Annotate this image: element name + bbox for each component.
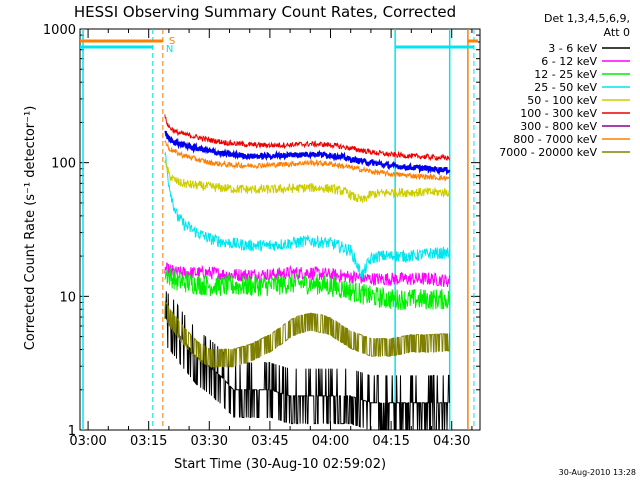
- series-line-7: [164, 130, 451, 176]
- series-line-9: [164, 300, 450, 368]
- legend-label-5: 50 - 100 keV: [527, 94, 597, 107]
- legend-label-1: 3 - 6 keV: [548, 42, 597, 55]
- legend-label-4: 25 - 50 keV: [534, 81, 597, 94]
- x-tick-label: 03:15: [130, 434, 167, 449]
- y-tick-label: 100: [51, 157, 76, 172]
- legend-label-8: 800 - 7000 keV: [513, 133, 597, 146]
- series-line-1: [164, 291, 450, 431]
- series-line-2: [164, 261, 450, 287]
- x-tick-label: 03:45: [251, 434, 288, 449]
- legend-label-3: 12 - 25 keV: [534, 68, 597, 81]
- x-tick-label: 04:00: [312, 434, 349, 449]
- x-tick-label: 03:30: [191, 434, 228, 449]
- y-tick-label: 1: [68, 424, 76, 439]
- x-tick-label: 04:30: [433, 434, 470, 449]
- plot-frame: [79, 28, 481, 431]
- legend-title-line-1: Det 1,3,4,5,6,9,: [544, 12, 630, 25]
- x-tick-label: 03:00: [69, 434, 106, 449]
- y-tick-label: 1000: [43, 23, 76, 38]
- y-tick-label: 10: [59, 290, 76, 305]
- series-line-3: [164, 267, 450, 311]
- series-line-5: [164, 159, 450, 203]
- legend-title-line-2: Att 0: [604, 26, 630, 39]
- series-line-4: [164, 151, 450, 280]
- y-axis-label: Corrected Count Rate (s⁻¹ detector⁻¹): [23, 106, 38, 351]
- legend-label-9: 7000 - 20000 keV: [499, 146, 597, 159]
- x-axis-label: Start Time (30-Aug-10 02:59:02): [174, 457, 386, 472]
- chart-title: HESSI Observing Summary Count Rates, Cor…: [74, 3, 456, 21]
- timestamp: 30-Aug-2010 13:28: [559, 468, 636, 477]
- annotation-s: S: [169, 36, 175, 47]
- series-line-8: [164, 140, 450, 182]
- annotation-n: N: [166, 44, 173, 55]
- x-tick-label: 04:15: [372, 434, 409, 449]
- plot-area: 1 10 100 1000 03:00 03:15 03:30 03:45 04:00 04:15…: [43, 23, 481, 449]
- legend-label-7: 300 - 800 keV: [520, 120, 597, 133]
- legend-label-2: 6 - 12 keV: [541, 55, 597, 68]
- legend-label-6: 100 - 300 keV: [520, 107, 597, 120]
- series-line-6: [164, 114, 450, 162]
